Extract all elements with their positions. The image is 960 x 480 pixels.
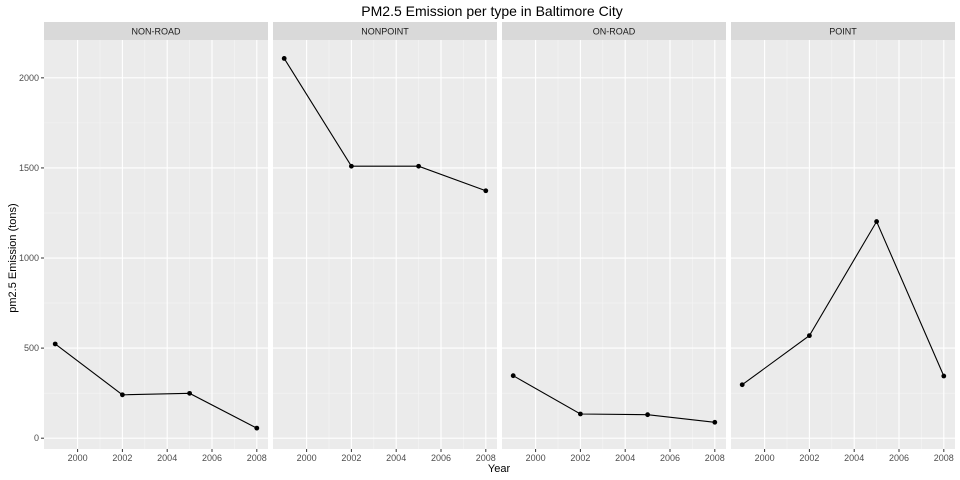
data-point (510, 373, 516, 379)
x-tick-label: 2000 (526, 453, 546, 463)
data-point (578, 411, 583, 417)
series-line (512, 375, 715, 423)
panel-nonpoint: NONPOINT 2000 2002 2004 2006 2008 (273, 22, 497, 463)
x-tick-label: 2006 (202, 453, 222, 463)
series-line (741, 220, 945, 386)
x-tick-label: 2004 (157, 453, 177, 463)
x-tick-label: 2002 (112, 453, 132, 463)
x-tick-label: 2008 (705, 453, 725, 463)
y-tick-label: 2000 (19, 73, 39, 83)
data-point (874, 219, 879, 224)
data-point (52, 341, 58, 347)
strip-label: NON-ROAD (132, 27, 181, 37)
y-axis: 0 500 1000 1500 2000 (19, 73, 44, 443)
data-point (281, 56, 287, 61)
strip-label: ON-ROAD (593, 27, 636, 37)
chart-title: PM2.5 Emission per type in Baltimore Cit… (361, 3, 622, 19)
series-line (54, 343, 258, 429)
x-tick-label: 2002 (341, 453, 361, 463)
x-tick-label: 2002 (799, 453, 819, 463)
y-tick-label: 1000 (19, 253, 39, 263)
data-point (349, 163, 354, 169)
y-tick-label: 0 (34, 433, 39, 443)
data-point (941, 373, 947, 379)
strip-background (273, 22, 497, 40)
data-point (254, 425, 260, 431)
x-tick-label: 2004 (615, 453, 635, 463)
x-tick-label: 2006 (889, 453, 909, 463)
y-tick-label: 500 (24, 343, 39, 353)
x-tick-label: 2008 (247, 453, 267, 463)
panel-non-road: NON-ROAD 2000 2002 2004 2006 2008 (44, 22, 268, 463)
x-tick-label: 2000 (68, 453, 88, 463)
data-point (739, 382, 745, 388)
x-tick-label: 2004 (386, 453, 406, 463)
data-point (416, 163, 421, 169)
strip-background (731, 22, 955, 40)
strip-label: NONPOINT (361, 27, 409, 37)
data-point (120, 392, 125, 398)
panel-background (731, 40, 955, 449)
data-point (645, 412, 650, 418)
y-tick-label: 1500 (19, 163, 39, 173)
x-tick-label: 2000 (755, 453, 775, 463)
x-tick-label: 2008 (934, 453, 954, 463)
data-point (712, 419, 718, 425)
x-tick-label: 2006 (660, 453, 680, 463)
strip-background (44, 22, 268, 40)
x-tick-label: 2002 (570, 453, 590, 463)
panel-on-road: ON-ROAD 2000 2002 2004 2006 2008 (502, 22, 726, 463)
series-line (283, 58, 486, 192)
panel-background (44, 40, 268, 449)
x-axis-title: Year (488, 463, 511, 475)
strip-label: POINT (829, 27, 857, 37)
data-point (807, 333, 812, 339)
panels: NON-ROAD 2000 2002 2004 2006 2008 NONPOINT 2000… (44, 22, 955, 463)
panel-background (273, 40, 497, 449)
x-tick-label: 2000 (297, 453, 317, 463)
x-tick-label: 2006 (431, 453, 451, 463)
panel-background (502, 40, 726, 449)
y-axis-title: pm2.5 Emission (tons) (7, 203, 19, 312)
strip-background (502, 22, 726, 40)
panel-point: POINT 2000 2002 2004 2006 2008 (731, 22, 955, 463)
data-point (187, 390, 193, 396)
x-tick-label: 2004 (844, 453, 864, 463)
x-tick-label: 2008 (476, 453, 496, 463)
data-point (483, 188, 489, 194)
